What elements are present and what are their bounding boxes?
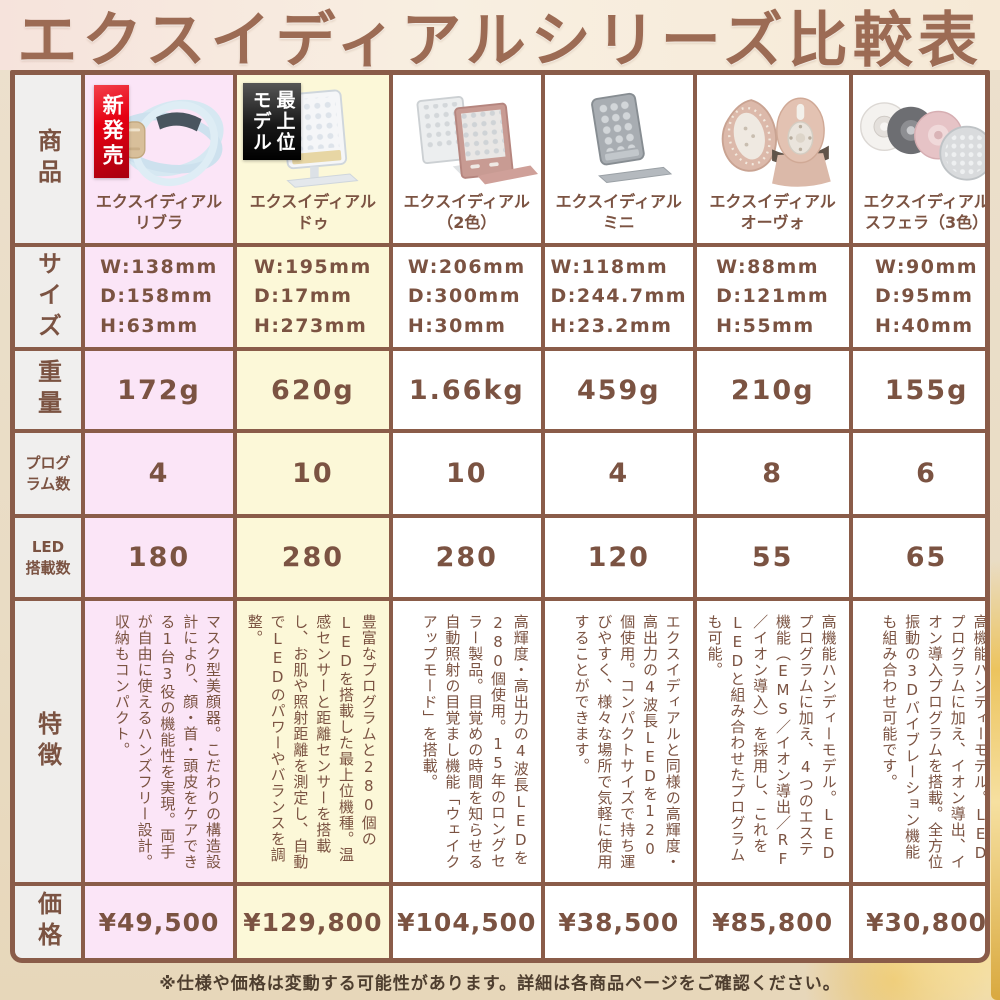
product-cell-du: 最上位 モデル エクスイディアル ドゥ [237,75,389,243]
size-cell-mini: W:118mm D:244.7mm H:23.2mm [544,247,693,347]
size-cell-ovo: W:88mm D:121mm H:55mm [696,247,849,347]
product-name-du: エクスイディアル ドゥ [249,192,377,233]
size-cell-libra: W:138mm D:158mm H:63mm [85,247,233,347]
weight-cell-ovo: 210g [696,351,849,429]
programs-cell-libra: 4 [85,433,233,514]
footer-note: ※仕様や価格は変動する可能性があります。詳細は各商品ページをご確認ください。 [159,974,841,994]
programs-cell-exideal-2color: 10 [392,433,541,514]
row-label-weight: 重量 [15,351,81,429]
row-label-size: サイズ [15,247,81,347]
features-cell-exideal-2color: 高輝度・高出力の4波長LEDを280個使用。15年のロングセラー製品。目覚めの時… [392,601,541,882]
product-image-exideal-2color [416,96,538,185]
weight-cell-mini: 459g [544,351,693,429]
row-label-product: 商品 [15,75,81,243]
size-cell-du: W:195mm D:17mm H:273mm [237,247,389,347]
price-cell-libra: ¥49,500 [85,886,233,958]
product-image-mini [590,93,672,184]
new-release-badge: 新発売 [94,85,130,178]
row-label-led: LED 搭載数 [15,518,81,597]
features-cell-ovo: 高機能ハンディーモデル。LEDプログラムに加え、4つのエステ機能（EMS／イオン… [696,601,849,882]
programs-cell-sfera: 6 [852,433,985,514]
features-cell-sfera: 高機能ハンディーモデル。LEDプログラムに加え、イオン導出、イオン導入プログラム… [852,601,985,882]
product-name-libra: エクスイディアル リブラ [95,192,223,233]
product-image-ovo [721,97,831,188]
programs-cell-du: 10 [237,433,389,514]
programs-cell-mini: 4 [544,433,693,514]
product-name-mini: エクスイディアル ミニ [555,192,682,233]
led-cell-mini: 120 [544,518,693,597]
product-image-sfera [859,102,985,181]
page-title: エクスイディアルシリーズ比較表 [0,0,1000,76]
features-cell-mini: エクスイディアルと同様の高輝度・高出力の4波長LEDを120個使用。コンパクトサ… [544,601,693,882]
product-cell-exideal-2color: エクスイディアル （2色） [392,75,541,243]
price-cell-exideal-2color: ¥104,500 [392,886,541,958]
size-cell-sfera: W:90mm D:95mm H:40mm [852,247,985,347]
product-cell-mini: エクスイディアル ミニ [544,75,693,243]
led-cell-du: 280 [237,518,389,597]
led-cell-sfera: 65 [852,518,985,597]
weight-cell-libra: 172g [85,351,233,429]
row-label-features: 特徴 [15,601,81,882]
product-cell-libra: 新発売 エクスイディアル リブラ [85,75,233,243]
programs-cell-ovo: 8 [696,433,849,514]
led-cell-ovo: 55 [696,518,849,597]
features-cell-libra: マスク型美顔器。こだわりの構造設計により、顔・首・頭皮をケアできる1台3役の機能… [85,601,233,882]
product-cell-sfera: エクスイディアル スフェラ（3色） [852,75,990,243]
row-label-programs: プログ ラム数 [15,433,81,514]
price-cell-du: ¥129,800 [237,886,389,958]
row-label-price: 価格 [15,886,81,958]
weight-cell-du: 620g [237,351,389,429]
price-cell-sfera: ¥30,800 [852,886,985,958]
comparison-table: 商品 新発売 エクスイディアル リブラ 最上位 モデル [10,70,990,963]
weight-cell-exideal-2color: 1.66kg [392,351,541,429]
gold-ribbon-decoration [991,560,1000,1000]
top-model-badge: 最上位 モデル [243,83,301,160]
price-cell-ovo: ¥85,800 [696,886,849,958]
weight-cell-sfera: 155g [852,351,985,429]
product-name-exideal-2color: エクスイディアル （2色） [403,192,530,233]
size-cell-exideal-2color: W:206mm D:300mm H:30mm [392,247,541,347]
led-cell-libra: 180 [85,518,233,597]
product-name-ovo: エクスイディアル オーヴォ [709,192,836,233]
product-name-sfera: エクスイディアル スフェラ（3色） [863,192,990,233]
price-cell-mini: ¥38,500 [544,886,693,958]
product-cell-ovo: エクスイディアル オーヴォ [696,75,849,243]
led-cell-exideal-2color: 280 [392,518,541,597]
features-cell-du: 豊富なプログラムと280個のLEDを搭載した最上位機種。温感センサーと距離センサ… [237,601,389,882]
